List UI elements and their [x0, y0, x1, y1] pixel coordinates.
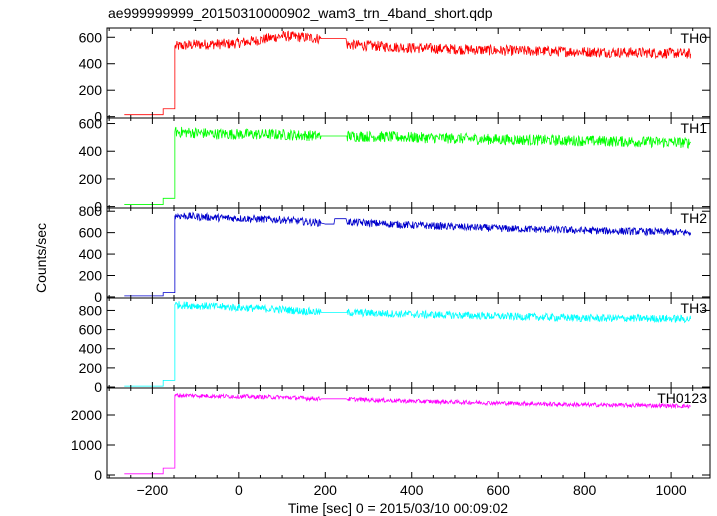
panel-label-th2: TH2	[681, 210, 708, 226]
x-axis-label: Time [sec] 0 = 2015/03/10 00:09:02	[288, 500, 508, 516]
y-tick-label: 600	[79, 29, 103, 45]
series-th3	[124, 301, 691, 387]
y-tick-label: 200	[79, 268, 103, 284]
y-tick-label: 2000	[71, 407, 102, 423]
panel-th1: 0 200 400 600 TH1	[79, 116, 711, 215]
panel-label-th0: TH0	[681, 30, 708, 46]
series-th0	[124, 30, 691, 116]
x-tick-label: 600	[487, 482, 511, 498]
panel-th2: 0 200 400 600 800 TH2	[79, 203, 711, 305]
panel-th0: 0 200 400 600 TH0	[79, 27, 711, 125]
series-th2	[124, 211, 691, 297]
panel-th0123: 0 1000 2000 TH0123	[71, 387, 711, 483]
y-axis-label: Counts/sec	[33, 223, 49, 293]
y-tick-label: 400	[79, 246, 103, 262]
panel-th3: 0 200 400 600 800 TH3	[79, 297, 711, 395]
y-tick-label: 200	[79, 171, 103, 187]
y-tick-label: 400	[79, 341, 103, 357]
y-tick-label: 400	[79, 56, 103, 72]
x-tick-label: 0	[235, 482, 243, 498]
y-tick-label: 0	[94, 467, 102, 483]
x-tick-label: −200	[137, 482, 169, 498]
panel-label-th0123: TH0123	[657, 390, 707, 406]
y-tick-label: 400	[79, 143, 103, 159]
panel-frame	[106, 387, 711, 479]
y-tick-label: 1000	[71, 437, 102, 453]
x-tick-label: 400	[400, 482, 424, 498]
x-tick-label: 200	[314, 482, 338, 498]
x-tick-label: 800	[573, 482, 597, 498]
y-tick-label: 800	[79, 203, 103, 219]
chart-title: ae999999999_20150310000902_wam3_trn_4ban…	[108, 5, 493, 21]
panel-label-th1: TH1	[681, 120, 708, 136]
x-tick-label: 1000	[656, 482, 687, 498]
y-tick-label: 200	[79, 82, 103, 98]
series-th0123	[124, 392, 691, 475]
panel-label-th3: TH3	[681, 300, 708, 316]
y-tick-label: 200	[79, 360, 103, 376]
y-tick-label: 0	[94, 379, 102, 395]
y-tick-label: 0	[94, 289, 102, 305]
y-tick-label: 0	[94, 109, 102, 125]
panel-frame	[106, 117, 711, 209]
series-th1	[124, 126, 691, 205]
panels: 0 200 400 600 TH0 0 200 400 600 TH1 0 200 400 600 800 T…	[71, 27, 711, 498]
y-tick-label: 600	[79, 225, 103, 241]
y-tick-label: 600	[79, 116, 103, 132]
y-tick-label: 600	[79, 322, 103, 338]
y-tick-label: 0	[94, 199, 102, 215]
y-tick-label: 800	[79, 302, 103, 318]
